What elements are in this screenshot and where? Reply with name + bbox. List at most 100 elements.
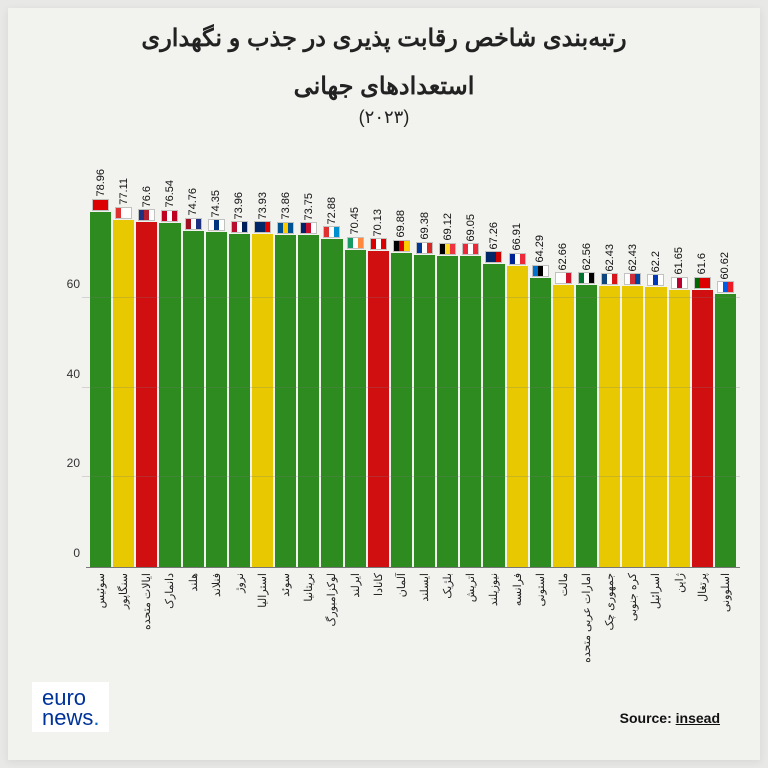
- bar-label: فرانسه: [511, 573, 524, 606]
- bar-value: 60.62: [719, 252, 731, 280]
- flag-icon: [185, 218, 202, 230]
- chart-title-line2: استعدادهای جهانی: [8, 70, 760, 104]
- bar-label: فنلاند: [210, 573, 223, 597]
- bar-label: ایالات متحده: [140, 573, 153, 630]
- bar-value: 76.6: [141, 186, 153, 207]
- bar: [206, 232, 227, 567]
- bar-column: 70.13کانادا: [368, 209, 389, 567]
- bar-label: دانمارک: [163, 573, 176, 609]
- bar-label: کره جنوبی: [626, 573, 639, 621]
- bar-label: نروژ: [233, 573, 246, 593]
- bar-label: سوئیس: [94, 573, 107, 608]
- bar-label: بریتانیا: [302, 573, 315, 602]
- bar: [113, 220, 134, 567]
- bar-column: 77.11سنگاپور: [113, 178, 134, 567]
- bar-column: 73.75بریتانیا: [298, 193, 319, 567]
- bar-column: 64.29استونی: [530, 235, 551, 567]
- bar-label: استرالیا: [256, 573, 269, 608]
- flag-icon: [532, 265, 549, 277]
- bar: [599, 286, 620, 567]
- bar-value: 62.56: [581, 243, 593, 271]
- bar-column: 74.76هلند: [183, 188, 204, 567]
- y-tick-label: 20: [58, 456, 80, 470]
- flag-icon: [208, 219, 225, 231]
- flag-icon: [439, 243, 456, 255]
- bar: [692, 290, 713, 567]
- bar: [321, 239, 342, 567]
- flag-icon: [254, 221, 271, 233]
- bar-label: امارات عربی متحده: [580, 573, 593, 663]
- bar: [645, 287, 666, 567]
- flag-icon: [462, 243, 479, 255]
- bar-label: سوئد: [279, 573, 292, 597]
- euronews-logo: euronews.: [32, 682, 109, 732]
- flag-icon: [393, 240, 410, 252]
- bar-column: 73.93استرالیا: [252, 192, 273, 567]
- bar: [275, 235, 296, 567]
- bar: [183, 231, 204, 567]
- flag-icon: [624, 273, 641, 285]
- bar-value: 69.88: [395, 210, 407, 238]
- bar-column: 62.43جمهوری چک: [599, 244, 620, 567]
- bar-column: 74.35فنلاند: [206, 190, 227, 567]
- bar-column: 69.12بلژیک: [437, 213, 458, 567]
- bar-value: 69.05: [465, 214, 477, 242]
- flag-icon: [578, 272, 595, 284]
- bar-value: 73.75: [303, 193, 315, 221]
- bar-value: 76.54: [164, 180, 176, 208]
- bar: [576, 285, 597, 567]
- flag-icon: [161, 210, 178, 222]
- bar: [622, 286, 643, 567]
- chart-card: رتبه‌بندی شاخص رقابت پذیری در جذب و نگهد…: [8, 8, 760, 760]
- bar: [715, 294, 736, 567]
- flag-icon: [300, 222, 317, 234]
- bar-label: ژاپن: [673, 573, 686, 593]
- bar-column: 69.88آلمان: [391, 210, 412, 567]
- bar: [669, 290, 690, 567]
- flag-icon: [671, 277, 688, 289]
- y-tick-label: 60: [58, 277, 80, 291]
- bar-value: 67.26: [488, 222, 500, 250]
- bar-label: نیوزیلند: [487, 573, 500, 606]
- bar-column: 72.88لوکزامبورگ: [321, 197, 342, 567]
- bar-column: 76.6ایالات متحده: [136, 186, 157, 567]
- bar-value: 73.93: [257, 192, 269, 220]
- source-link[interactable]: insead: [676, 710, 720, 726]
- flag-icon: [485, 251, 502, 263]
- bar: [530, 278, 551, 567]
- bar: [437, 256, 458, 567]
- flag-icon: [601, 273, 618, 285]
- bar-column: 62.56امارات عربی متحده: [576, 243, 597, 567]
- bar: [368, 251, 389, 567]
- bar-label: پرتغال: [696, 573, 709, 602]
- flag-icon: [416, 242, 433, 254]
- bar-column: 78.96سوئیس: [90, 169, 111, 567]
- grid-line: [82, 387, 740, 388]
- flag-icon: [647, 274, 664, 286]
- flag-icon: [717, 281, 734, 293]
- bar-column: 61.65ژاپن: [669, 247, 690, 567]
- bar-value: 77.11: [118, 178, 130, 205]
- bar-value: 74.76: [187, 188, 199, 216]
- bar-column: 67.26نیوزیلند: [483, 222, 504, 567]
- chart-title-line1: رتبه‌بندی شاخص رقابت پذیری در جذب و نگهد…: [8, 22, 760, 56]
- bar: [136, 222, 157, 567]
- bar: [553, 285, 574, 567]
- bar-value: 61.65: [673, 247, 685, 275]
- bar-value: 66.91: [511, 223, 523, 251]
- flag-icon: [115, 207, 132, 219]
- flag-icon: [555, 272, 572, 284]
- bar-label: استونی: [534, 573, 547, 607]
- bar-label: ایرلند: [349, 573, 362, 598]
- bar: [159, 223, 180, 567]
- bar-label: اسرائیل: [649, 573, 662, 609]
- flag-icon: [92, 199, 109, 211]
- bar-column: 66.91فرانسه: [507, 223, 528, 567]
- bar: [460, 256, 481, 567]
- bar-value: 62.2: [650, 251, 662, 272]
- bar-value: 74.35: [210, 190, 222, 218]
- y-tick-label: 40: [58, 367, 80, 381]
- bar: [391, 253, 412, 567]
- bar: [483, 264, 504, 567]
- chart-subtitle: (۲۰۲۳): [8, 107, 760, 128]
